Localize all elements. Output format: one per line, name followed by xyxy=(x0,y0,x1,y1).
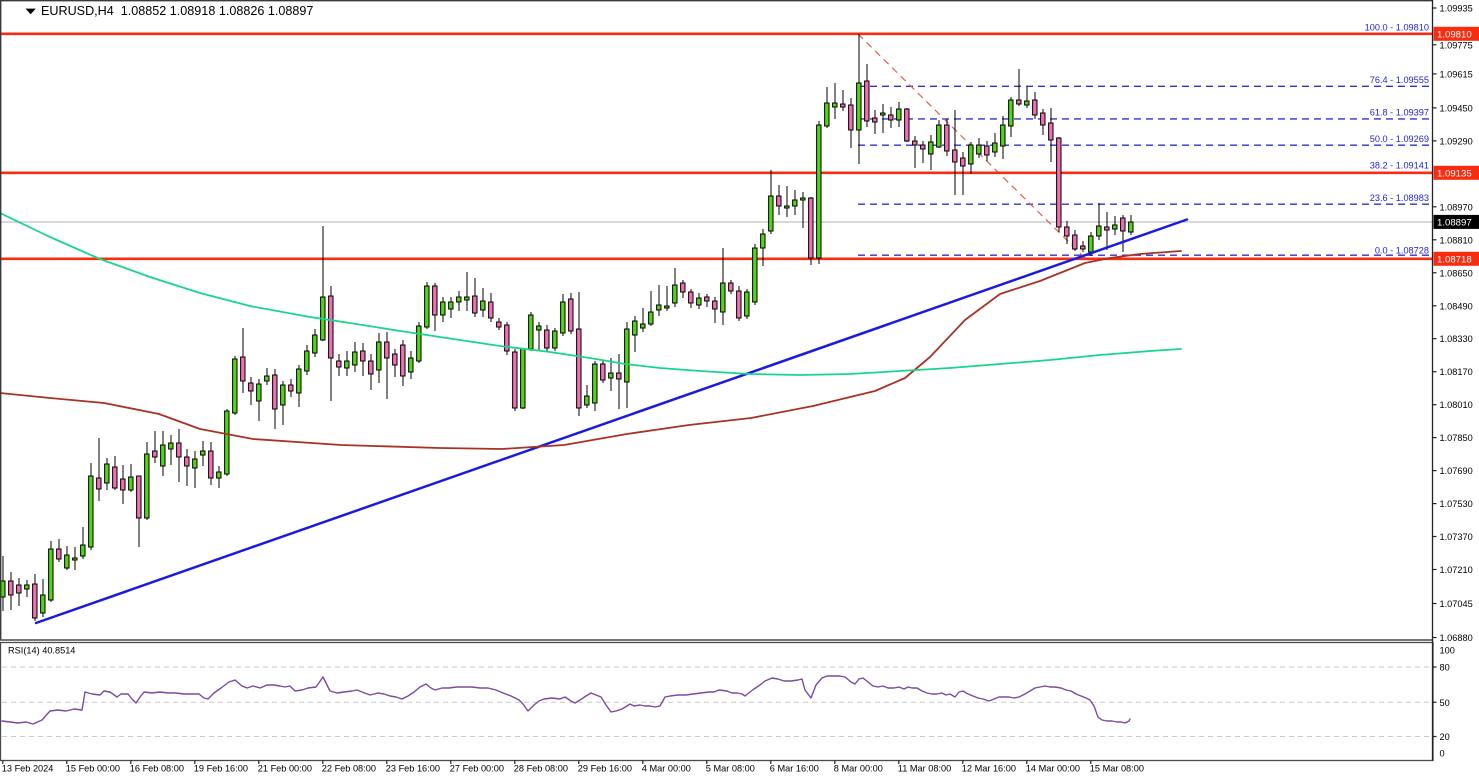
svg-text:0.0 - 1.08728: 0.0 - 1.08728 xyxy=(1375,246,1429,256)
svg-text:14 Mar 00:00: 14 Mar 00:00 xyxy=(1026,764,1080,774)
svg-text:1.09615: 1.09615 xyxy=(1440,69,1473,79)
svg-text:61.8 - 1.09397: 61.8 - 1.09397 xyxy=(1370,108,1429,118)
svg-text:1.08718: 1.08718 xyxy=(1437,254,1472,265)
svg-text:1.09290: 1.09290 xyxy=(1440,136,1473,146)
svg-text:13 Feb 2024: 13 Feb 2024 xyxy=(2,764,54,774)
svg-text:23.6 - 1.08983: 23.6 - 1.08983 xyxy=(1370,193,1429,203)
svg-text:EURUSD,H4 1.08852 1.08918 1.0: EURUSD,H4 1.08852 1.08918 1.08826 1.0889… xyxy=(41,4,313,18)
svg-text:1.07530: 1.07530 xyxy=(1440,499,1473,509)
svg-text:0: 0 xyxy=(1440,749,1445,759)
svg-text:1.09810: 1.09810 xyxy=(1437,29,1472,40)
svg-text:1.08490: 1.08490 xyxy=(1440,301,1473,311)
svg-text:80: 80 xyxy=(1440,663,1450,673)
svg-text:12 Mar 16:00: 12 Mar 16:00 xyxy=(962,764,1016,774)
svg-text:76.4 - 1.09555: 76.4 - 1.09555 xyxy=(1370,75,1429,85)
svg-text:100: 100 xyxy=(1440,646,1455,656)
svg-text:1.09450: 1.09450 xyxy=(1440,103,1473,113)
svg-text:38.2 - 1.09141: 38.2 - 1.09141 xyxy=(1370,160,1429,170)
svg-text:1.07210: 1.07210 xyxy=(1440,565,1473,575)
svg-text:15 Feb 00:00: 15 Feb 00:00 xyxy=(66,764,120,774)
svg-text:1.08810: 1.08810 xyxy=(1440,235,1473,245)
svg-text:1.07850: 1.07850 xyxy=(1440,433,1473,443)
svg-text:1.07690: 1.07690 xyxy=(1440,466,1473,476)
svg-text:1.08650: 1.08650 xyxy=(1440,268,1473,278)
svg-text:50: 50 xyxy=(1440,698,1450,708)
svg-text:1.08970: 1.08970 xyxy=(1440,202,1473,212)
svg-text:1.07045: 1.07045 xyxy=(1440,599,1473,609)
svg-text:19 Feb 16:00: 19 Feb 16:00 xyxy=(194,764,248,774)
svg-text:1.08330: 1.08330 xyxy=(1440,334,1473,344)
svg-text:1.08897: 1.08897 xyxy=(1437,217,1472,228)
svg-text:1.09135: 1.09135 xyxy=(1437,168,1472,179)
svg-text:1.08010: 1.08010 xyxy=(1440,400,1473,410)
svg-text:20: 20 xyxy=(1440,732,1450,742)
svg-text:28 Feb 08:00: 28 Feb 08:00 xyxy=(514,764,568,774)
svg-text:22 Feb 08:00: 22 Feb 08:00 xyxy=(322,764,376,774)
svg-text:23 Feb 16:00: 23 Feb 16:00 xyxy=(386,764,440,774)
svg-text:RSI(14) 40.8514: RSI(14) 40.8514 xyxy=(8,646,75,656)
svg-text:11 Mar 08:00: 11 Mar 08:00 xyxy=(898,764,951,774)
svg-text:100.0 - 1.09810: 100.0 - 1.09810 xyxy=(1365,23,1429,33)
svg-text:1.08170: 1.08170 xyxy=(1440,367,1473,377)
svg-text:50.0 - 1.09269: 50.0 - 1.09269 xyxy=(1370,134,1429,144)
svg-text:1.06880: 1.06880 xyxy=(1440,633,1473,643)
svg-text:15 Mar 08:00: 15 Mar 08:00 xyxy=(1090,764,1144,774)
svg-text:21 Feb 00:00: 21 Feb 00:00 xyxy=(258,764,312,774)
svg-text:1.09775: 1.09775 xyxy=(1440,40,1473,50)
svg-text:1.07370: 1.07370 xyxy=(1440,532,1473,542)
svg-text:6 Mar 16:00: 6 Mar 16:00 xyxy=(770,764,819,774)
svg-text:4 Mar 00:00: 4 Mar 00:00 xyxy=(642,764,691,774)
svg-text:8 Mar 00:00: 8 Mar 00:00 xyxy=(834,764,883,774)
svg-text:16 Feb 08:00: 16 Feb 08:00 xyxy=(130,764,184,774)
svg-text:27 Feb 00:00: 27 Feb 00:00 xyxy=(450,764,504,774)
svg-text:5 Mar 08:00: 5 Mar 08:00 xyxy=(706,764,755,774)
svg-text:29 Feb 16:00: 29 Feb 16:00 xyxy=(578,764,632,774)
svg-text:1.09935: 1.09935 xyxy=(1440,4,1473,14)
